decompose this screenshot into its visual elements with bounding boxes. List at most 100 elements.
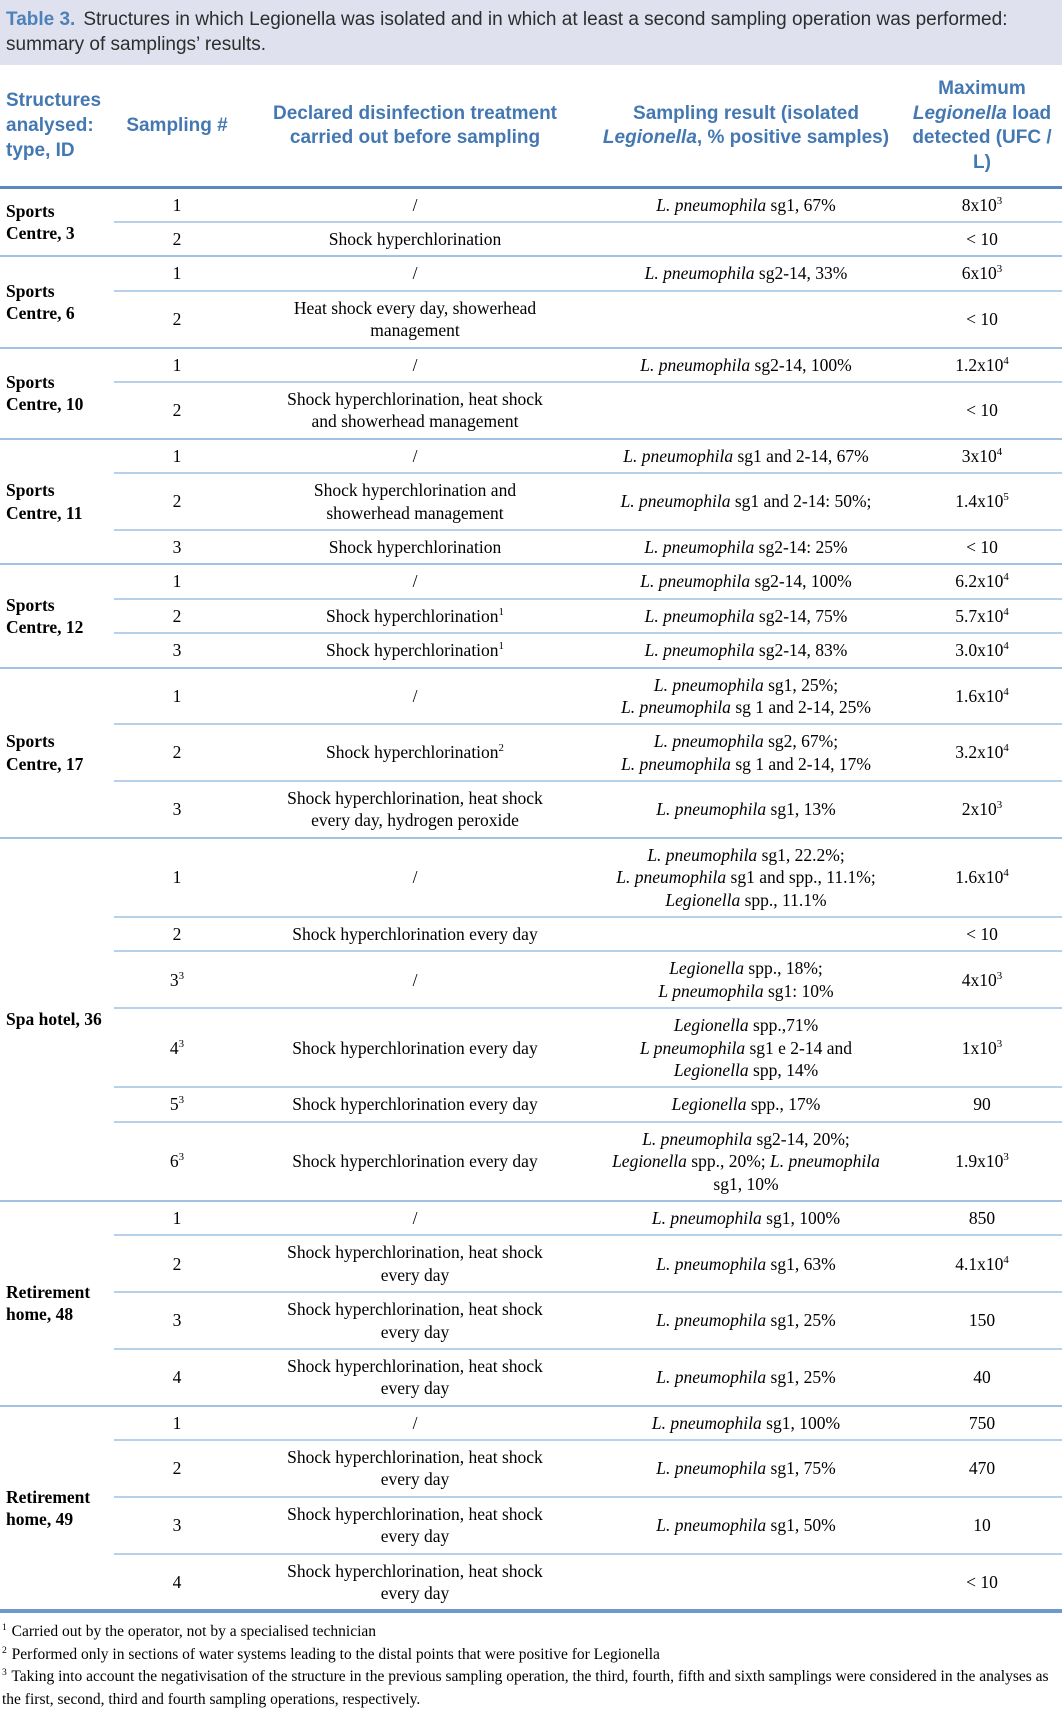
sampling-number-cell: 53 bbox=[114, 1086, 240, 1122]
max-load-cell: < 10 bbox=[902, 916, 1062, 952]
max-load-cell: 3.2x104 bbox=[902, 723, 1062, 782]
cell-line: L pneumophila sg1: 10% bbox=[658, 980, 834, 1001]
cell-line: L. pneumophila sg1, 13% bbox=[656, 799, 836, 820]
sampling-number-cell: 1 bbox=[114, 437, 240, 474]
max-load-cell: 10 bbox=[902, 1495, 1062, 1554]
sampling-number-cell: 2 bbox=[114, 916, 240, 952]
max-load-cell: 470 bbox=[902, 1439, 1062, 1497]
table-row: 3 Shock hyperchlorination, heat shock ever… bbox=[0, 1495, 1062, 1554]
sampling-number-cell: 1 bbox=[172, 194, 182, 215]
table-row: 3 Shock hyperchlorination L. pneumophila s… bbox=[0, 528, 1062, 565]
cell-line: every day, hydrogen peroxide bbox=[311, 810, 519, 831]
cell-line: L. pneumophila sg1, 25% bbox=[656, 1310, 836, 1331]
treatment-cell: Shock hyperchlorination1 bbox=[240, 632, 590, 668]
max-load-cell: 4x103 bbox=[902, 950, 1062, 1009]
cell-line: L. pneumophila sg2-14, 100% bbox=[640, 571, 852, 592]
treatment-cell: / bbox=[240, 950, 590, 1009]
result-cell: L. pneumophila sg1, 13% bbox=[590, 780, 902, 838]
treatment-cell: / bbox=[240, 1404, 590, 1441]
table-row: 4 Shock hyperchlorination, heat shock ever… bbox=[0, 1552, 1062, 1612]
cell-line: L. pneumophila sg1, 63% bbox=[656, 1253, 836, 1274]
treatment-cell: Shock hyperchlorination, heat shock every… bbox=[240, 1234, 590, 1293]
column-header-sampling-number: Sampling # bbox=[114, 68, 240, 189]
cell-line: Shock hyperchlorination bbox=[328, 536, 502, 557]
treatment-cell: Shock hyperchlorination, heat shock every… bbox=[240, 1347, 590, 1406]
max-load-cell: 2x103 bbox=[902, 780, 1062, 838]
sampling-number-cell: 3 bbox=[114, 780, 240, 838]
table-row: Retirement home, 48 1 / L. pneumophila sg1,… bbox=[0, 1199, 1062, 1406]
table-row: 3 Shock hyperchlorination, heat shock ever… bbox=[0, 1291, 1062, 1349]
treatment-cell: Shock hyperchlorination, heat shock every… bbox=[240, 1552, 590, 1612]
result-cell: L. pneumophila sg2-14, 100% bbox=[590, 346, 902, 382]
result-cell: L. pneumophila sg2, 67%; L. pneumophila s… bbox=[590, 723, 902, 782]
table-row: 4 Shock hyperchlorination, heat shock ever… bbox=[0, 1347, 1062, 1406]
cell-line: Shock hyperchlorination every day bbox=[292, 1094, 538, 1115]
table-row: Sports Centre, 11 1 / L. pneumophila sg1 an… bbox=[0, 437, 1062, 565]
cell-line: / bbox=[412, 263, 418, 284]
table-row: Retirement home, 49 1 / L. pneumophila sg1,… bbox=[0, 1404, 1062, 1612]
cell-line: sg1, 10% bbox=[713, 1173, 779, 1194]
table-row: 2 Heat shock every day, showerhead managem… bbox=[0, 289, 1062, 348]
table-row: Sports Centre, 12 1 / L. pneumophila sg2-14… bbox=[0, 563, 1062, 668]
cell-line: L. pneumophila sg1, 50% bbox=[656, 1515, 836, 1536]
treatment-cell: Shock hyperchlorination every day bbox=[240, 1120, 590, 1201]
sampling-number-cell: 2 bbox=[114, 381, 240, 439]
result-cell: L. pneumophila sg1, 22.2%; L. pneumophila… bbox=[590, 836, 902, 918]
cell-line: / bbox=[412, 354, 418, 375]
treatment-cell: Shock hyperchlorination, heat shock every… bbox=[240, 1495, 590, 1554]
sampling-number-cell: 2 bbox=[114, 723, 240, 782]
cell-line: every day bbox=[380, 1321, 450, 1342]
sampling-number-cell: 1 bbox=[114, 346, 240, 382]
sampling-number-cell: 3 bbox=[114, 632, 240, 668]
table-row: Sports Centre, 17 1 / L. pneumophila sg1, 2… bbox=[0, 666, 1062, 838]
treatment-cell: Shock hyperchlorination1 bbox=[240, 597, 590, 634]
column-header-treatment: Declared disinfection treatment carried … bbox=[240, 68, 590, 189]
sampling-number-cell: 2 bbox=[114, 289, 240, 348]
max-load-cell: 8x103 bbox=[961, 194, 1003, 215]
result-cell: L. pneumophila sg1, 25% bbox=[590, 1347, 902, 1406]
result-cell: L. pneumophila sg2-14, 20%; Legionella sp… bbox=[590, 1120, 902, 1201]
result-cell bbox=[590, 381, 902, 439]
result-cell bbox=[590, 916, 902, 952]
cell-line: L. pneumophila sg2, 67%; bbox=[653, 731, 839, 752]
treatment-cell: / bbox=[240, 836, 590, 918]
max-load-cell: 1.9x103 bbox=[902, 1120, 1062, 1201]
result-cell: L. pneumophila sg1, 25%; L. pneumophila s… bbox=[590, 666, 902, 725]
cell-line: / bbox=[412, 1412, 418, 1433]
table-header-row: Structures analysed: type, ID Sampling # D… bbox=[0, 68, 1062, 189]
cell-line: L. pneumophila sg1, 25% bbox=[656, 1367, 836, 1388]
cell-line: L. pneumophila sg2-14, 100% bbox=[640, 354, 852, 375]
sampling-number-cell: 1 bbox=[114, 563, 240, 599]
cell-line: L. pneumophila sg2-14, 20%; bbox=[642, 1128, 850, 1149]
sampling-number-cell: 1 bbox=[114, 1199, 240, 1236]
cell-line: Legionella spp.,71% bbox=[673, 1015, 819, 1036]
cell-line: Shock hyperchlorination bbox=[328, 229, 502, 250]
structure-cell: Spa hotel, 36 bbox=[0, 836, 114, 1201]
sampling-number-cell: 33 bbox=[114, 950, 240, 1009]
cell-line: every day bbox=[380, 1583, 450, 1604]
sampling-number-cell: 3 bbox=[114, 1291, 240, 1349]
results-table: Structures analysed: type, ID Sampling # D… bbox=[0, 68, 1062, 1614]
structure-cell: Sports Centre, 12 bbox=[0, 563, 114, 668]
max-load-cell: 40 bbox=[902, 1347, 1062, 1406]
cell-line: / bbox=[412, 445, 418, 466]
result-cell: L. pneumophila sg2-14, 33% bbox=[590, 255, 902, 291]
table-row: 3 Shock hyperchlorination, heat shock ever… bbox=[0, 780, 1062, 838]
sampling-number-cell: 1 bbox=[114, 666, 240, 725]
sampling-number-cell: 2 bbox=[114, 1234, 240, 1293]
sampling-number-cell: 2 bbox=[114, 597, 240, 634]
table-row: 2 Shock hyperchlorination1 L. pneumophila … bbox=[0, 597, 1062, 634]
max-load-cell: 1x103 bbox=[902, 1007, 1062, 1088]
result-cell: L. pneumophila sg1, 63% bbox=[590, 1234, 902, 1293]
table-row: 2 Shock hyperchlorination every day < 10 bbox=[0, 916, 1062, 952]
result-cell: L. pneumophila sg1, 75% bbox=[590, 1439, 902, 1497]
table-row: 2 Shock hyperchlorination, heat shock ever… bbox=[0, 1439, 1062, 1497]
table-row: 33 / Legionella spp., 18%; L pneumophila sg… bbox=[0, 950, 1062, 1009]
structure-cell: Sports Centre, 10 bbox=[0, 346, 114, 439]
treatment-cell: Shock hyperchlorination, heat shock every… bbox=[240, 780, 590, 838]
treatment-cell: / bbox=[240, 563, 590, 599]
cell-line: L. pneumophila sg 1 and 2-14, 17% bbox=[621, 753, 871, 774]
sampling-number-cell: 2 bbox=[114, 472, 240, 530]
cell-line: showerhead management bbox=[326, 502, 504, 523]
footnotes: 1 Carried out by the operator, not by a … bbox=[0, 1613, 1062, 1715]
